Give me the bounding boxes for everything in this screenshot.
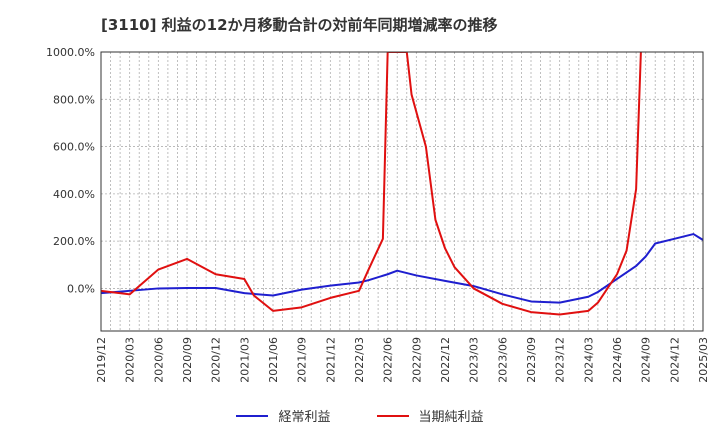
x-tick-label: 2020/09	[181, 337, 194, 383]
x-tick-label: 2022/09	[410, 337, 423, 383]
series-line-net-profit	[101, 52, 642, 316]
grid-lines	[100, 51, 704, 331]
y-tick-label: 0.0%	[67, 282, 95, 295]
y-tick-label: 400.0%	[53, 188, 95, 201]
x-tick-label: 2024/09	[640, 337, 653, 383]
x-tick-label: 2019/12	[95, 337, 108, 383]
x-tick-label: 2024/06	[611, 337, 624, 383]
legend-swatch-ordinary-profit	[236, 414, 269, 417]
series-lines	[101, 52, 703, 316]
x-tick-label: 2021/09	[296, 337, 309, 383]
x-tick-label: 2023/06	[496, 337, 509, 383]
series-line-ordinary-profit	[101, 233, 703, 304]
x-tick-label: 2022/03	[353, 337, 366, 383]
x-tick-label: 2024/12	[668, 337, 681, 383]
x-axis-ticks: 2019/12 2020/03 2020/06 2020/09 2020/12 2021/…	[95, 337, 710, 383]
x-tick-label: 2022/06	[382, 337, 395, 383]
legend-swatch-net-profit	[376, 414, 409, 417]
plot-area-frame	[100, 51, 704, 332]
legend-item-ordinary-profit: 経常利益	[236, 406, 331, 425]
x-tick-label: 2020/12	[210, 337, 223, 383]
x-tick-label: 2025/03	[697, 337, 710, 383]
legend-item-net-profit: 当期純利益	[376, 406, 484, 425]
x-tick-label: 2023/03	[468, 337, 481, 383]
legend-label-ordinary-profit: 経常利益	[278, 410, 331, 425]
x-tick-label: 2024/03	[582, 337, 595, 383]
x-tick-label: 2021/06	[267, 337, 280, 383]
y-tick-label: 200.0%	[53, 235, 95, 248]
y-axis-ticks: 0.0% 200.0% 400.0% 600.0% 800.0% 1000.0%	[46, 46, 95, 295]
x-tick-label: 2022/12	[439, 337, 452, 383]
x-tick-label: 2020/06	[152, 337, 165, 383]
x-tick-label: 2023/12	[554, 337, 567, 383]
x-tick-label: 2021/12	[324, 337, 337, 383]
legend-label-net-profit: 当期純利益	[418, 410, 484, 425]
x-tick-label: 2021/03	[238, 337, 251, 383]
y-tick-label: 1000.0%	[46, 46, 95, 59]
chart-title: [3110] 利益の12か月移動合計の対前年同期増減率の推移	[101, 16, 498, 34]
legend: 経常利益 当期純利益	[0, 406, 720, 425]
x-tick-label: 2023/09	[525, 337, 538, 383]
y-tick-label: 600.0%	[53, 141, 95, 154]
y-tick-label: 800.0%	[53, 93, 95, 106]
x-tick-label: 2020/03	[124, 337, 137, 383]
